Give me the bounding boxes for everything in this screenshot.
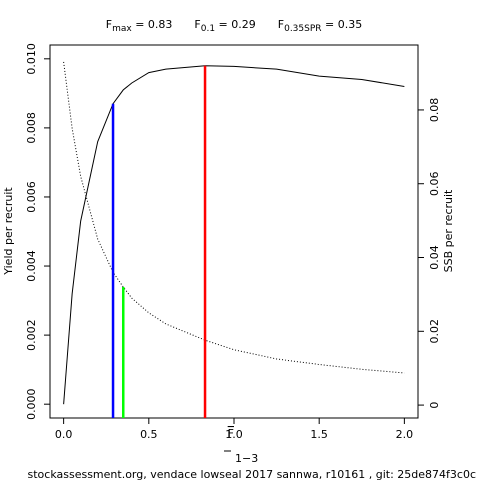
x-tick-label: 1.5 xyxy=(310,428,328,441)
x-tick-label: 2.0 xyxy=(396,428,414,441)
series-line xyxy=(63,61,405,374)
y-tick-label: 0.002 xyxy=(25,319,38,351)
chart-title: Fmax = 0.83 F0.1 = 0.29 F0.35SPR = 0.35 xyxy=(106,18,362,34)
series-line xyxy=(63,65,405,405)
y-axis-label: Yield per recruit xyxy=(2,187,15,276)
x-axis-label-main: F xyxy=(228,427,234,440)
y2-tick-label: 0.04 xyxy=(428,245,441,270)
footnote: stockassessment.org, vendace lowseal 201… xyxy=(28,468,477,480)
y2-tick-label: 0.02 xyxy=(428,319,441,344)
x-tick-label: 1.0 xyxy=(225,428,243,441)
y2-tick-label: 0.06 xyxy=(428,171,441,196)
title-symbol: F xyxy=(278,18,284,31)
title-value: = 0.29 xyxy=(215,18,256,31)
y2-tick-label: 0 xyxy=(428,402,441,409)
plot-frame xyxy=(49,44,419,419)
x-tick-label: 0.0 xyxy=(55,428,73,441)
y2-tick-label: 0.08 xyxy=(428,98,441,123)
y-tick-label: 0.008 xyxy=(25,112,38,144)
x-tick-label: 0.5 xyxy=(140,428,158,441)
y-tick-label: 0.000 xyxy=(25,388,38,420)
title-value: = 0.35 xyxy=(322,18,363,31)
title-symbol: F xyxy=(106,18,112,31)
title-sub: 0.35SPR xyxy=(284,24,321,34)
y-tick-label: 0.010 xyxy=(25,43,38,75)
y-tick-label: 0.004 xyxy=(25,250,38,282)
title-sub: max xyxy=(112,24,132,34)
title-sub: 0.1 xyxy=(201,24,215,34)
y2-axis-label: SSB per recruit xyxy=(442,189,455,272)
x-axis-label-sub: 1−3 xyxy=(235,452,258,465)
title-value: = 0.83 xyxy=(132,18,173,31)
y-tick-label: 0.006 xyxy=(25,181,38,213)
title-symbol: F xyxy=(194,18,200,31)
